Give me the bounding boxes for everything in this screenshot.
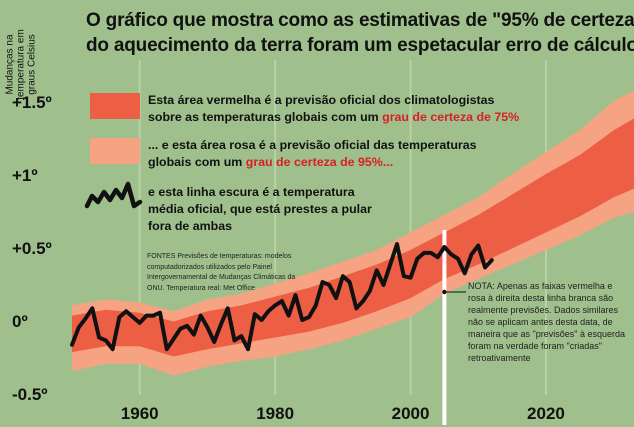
legend-red-line-2-text: sobre as temperaturas globais com um xyxy=(148,110,383,124)
forecast-note: NOTA: Apenas as faixas vermelha e rosa à… xyxy=(468,281,625,363)
legend-swatch-75 xyxy=(90,93,140,119)
legend-pink-line-2: globais com um grau de certeza de 95%... xyxy=(148,154,477,171)
temperature-lines xyxy=(70,242,494,352)
x-tick-label-2020: 2020 xyxy=(527,404,565,423)
legend-line-line-1: e esta linha escura é a temperatura xyxy=(148,185,355,199)
forecast-start-marker xyxy=(442,230,466,425)
band-75 xyxy=(72,118,634,357)
x-tick-label-1960: 1960 xyxy=(121,404,159,423)
y-axis-ticks: -0.5º 0º +0.5º +1º +1.5º xyxy=(12,93,52,404)
y-tick-label-2: +0.5º xyxy=(12,239,52,258)
legend-pink-line-2-text: globais com um xyxy=(148,155,246,169)
y-tick-label-3: +1º xyxy=(12,166,38,185)
title-line-1: O gráfico que mostra como as estimativas… xyxy=(86,10,634,31)
legend-red-text: Esta área vermelha é a previsão oficial … xyxy=(148,92,519,126)
legend-pink-emphasis: grau de certeza de 95%... xyxy=(245,155,394,169)
legend-red-emphasis: grau de certeza de 75% xyxy=(382,110,520,124)
note-pointer-dot xyxy=(442,289,447,295)
legend-pink-line-1: ... e esta área rosa é a previsão oficia… xyxy=(148,138,477,152)
legend-line-text: e esta linha escura é a temperatura médi… xyxy=(148,184,372,235)
x-tick-label-2000: 2000 xyxy=(392,404,430,423)
chart-title: O gráfico que mostra como as estimativas… xyxy=(86,8,634,58)
y-tick-label-0: -0.5º xyxy=(12,385,48,404)
legend-line-line-2: média oficial, que está prestes a pular xyxy=(148,202,372,216)
band-95 xyxy=(72,90,634,376)
title-line-2: do aquecimento da terra foram um espetac… xyxy=(86,35,634,56)
legend-red-line-2: sobre as temperaturas globais com um gra… xyxy=(148,109,519,126)
legend-swatch-95 xyxy=(90,138,140,164)
x-tick-label-1980: 1980 xyxy=(256,404,294,423)
legend-pink-text: ... e esta área rosa é a previsão oficia… xyxy=(148,137,477,171)
y-tick-label-4: +1.5º xyxy=(12,93,52,112)
x-axis-ticks: 1960 1980 2000 2020 xyxy=(121,404,565,423)
y-tick-label-1: 0º xyxy=(12,312,28,331)
legend-swatch-line xyxy=(84,181,143,209)
sources-note: FONTES Previsões de temperaturas: modelo… xyxy=(147,253,296,292)
forecast-bands xyxy=(72,90,634,376)
legend-line-line-3: fora de ambas xyxy=(148,219,233,233)
temperature-line xyxy=(70,242,494,352)
legend-red-line-1: Esta área vermelha é a previsão oficial … xyxy=(148,93,495,107)
